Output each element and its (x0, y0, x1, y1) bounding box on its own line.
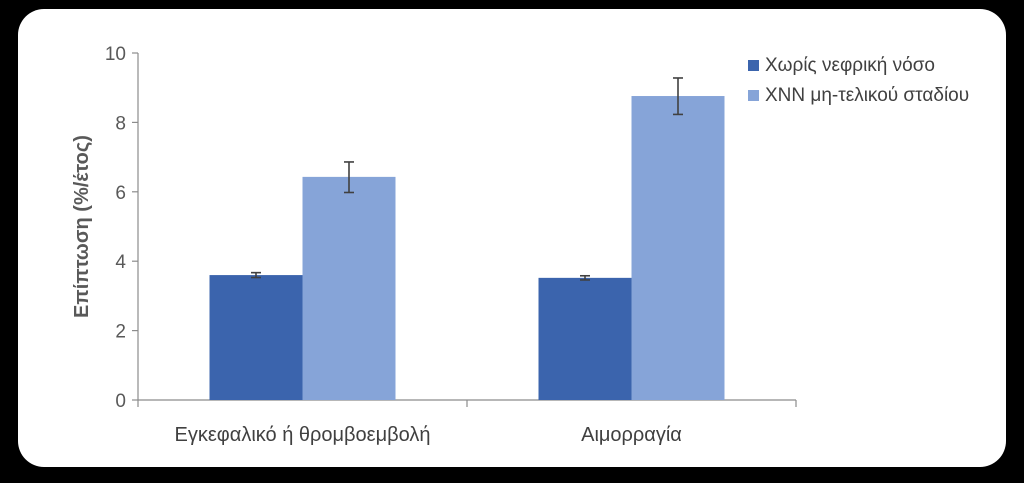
y-tick-label: 0 (115, 391, 126, 412)
y-tick-label: 8 (115, 113, 126, 134)
x-category-label: Αιμορραγία (581, 424, 682, 446)
y-tick-label: 10 (105, 44, 126, 65)
error-bars (251, 77, 683, 281)
legend-swatch (748, 90, 759, 101)
y-tick-label: 2 (115, 322, 126, 343)
legend-label: Χωρίς νεφρική νόσο (765, 55, 935, 76)
bars (209, 96, 725, 400)
legend-swatch (748, 60, 759, 71)
bar (209, 275, 303, 400)
x-category-label: Εγκεφαλικό ή θρομβοεμβολή (175, 424, 431, 446)
axis-labels: 0 2 4 6 8 10 Εγκεφαλικό ή θρομβοεμβολή Αιμορραγ… (71, 44, 682, 446)
bar (302, 176, 396, 400)
y-tick-label: 4 (115, 252, 126, 273)
bar-chart: 0 2 4 6 8 10 Εγκεφαλικό ή θρομβοεμβολή Αιμορραγ… (71, 44, 969, 446)
legend-label: ΧΝΝ μη-τελικού σταδίου (765, 85, 969, 106)
chart-card: 0 2 4 6 8 10 Εγκεφαλικό ή θρομβοεμβολή Αιμορραγ… (18, 9, 1006, 467)
bar (538, 277, 632, 400)
y-axis-title: Επίπτωση (%/έτος) (71, 135, 93, 318)
y-tick-label: 6 (115, 183, 126, 204)
legend: Χωρίς νεφρική νόσο ΧΝΝ μη-τελικού σταδίου (748, 55, 969, 106)
bar (631, 96, 725, 400)
